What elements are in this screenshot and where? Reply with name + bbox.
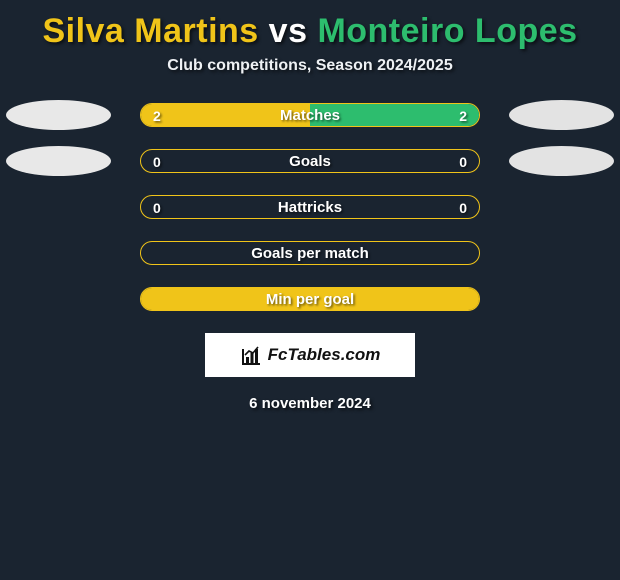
stat-row: Min per goal xyxy=(0,287,620,311)
stat-row: Matches22 xyxy=(0,103,620,127)
brand-badge: FcTables.com xyxy=(205,333,415,377)
stats-rows: Matches22Goals00Hattricks00Goals per mat… xyxy=(0,103,620,311)
stat-row: Hattricks0 0 xyxy=(0,195,620,219)
stat-value-right: 0 xyxy=(447,150,479,173)
avatar-left xyxy=(6,146,111,176)
title-player-right: Monteiro Lopes xyxy=(317,12,577,50)
stat-bar: Goals per match xyxy=(140,241,480,265)
stat-value-left: 0 xyxy=(141,150,173,173)
avatar-right xyxy=(509,100,614,130)
stat-value-left: 0 xyxy=(141,196,173,219)
stat-bar: Goals0 0 xyxy=(140,149,480,173)
bar-fill-right xyxy=(310,104,479,126)
bar-fill-left xyxy=(141,104,310,126)
stat-row: Goals0 0 xyxy=(0,149,620,173)
stat-value-right: 0 xyxy=(447,196,479,219)
page-title: Silva Martins vs Monteiro Lopes xyxy=(0,0,620,57)
avatar-right xyxy=(509,146,614,176)
stat-label: Goals xyxy=(141,150,479,173)
brand-text: FcTables.com xyxy=(268,345,381,365)
avatar-left xyxy=(6,100,111,130)
stat-row: Goals per match xyxy=(0,241,620,265)
title-player-left: Silva Martins xyxy=(42,12,258,50)
bar-fill-left xyxy=(141,288,479,310)
subtitle: Club competitions, Season 2024/2025 xyxy=(0,57,620,75)
footer-date: 6 november 2024 xyxy=(0,395,620,412)
stat-bar: Min per goal xyxy=(140,287,480,311)
stat-label: Goals per match xyxy=(141,242,479,265)
chart-icon xyxy=(240,345,262,365)
stat-label: Hattricks xyxy=(141,196,479,219)
title-vs: vs xyxy=(269,12,308,50)
stat-bar: Hattricks0 0 xyxy=(140,195,480,219)
stat-bar: Matches22 xyxy=(140,103,480,127)
